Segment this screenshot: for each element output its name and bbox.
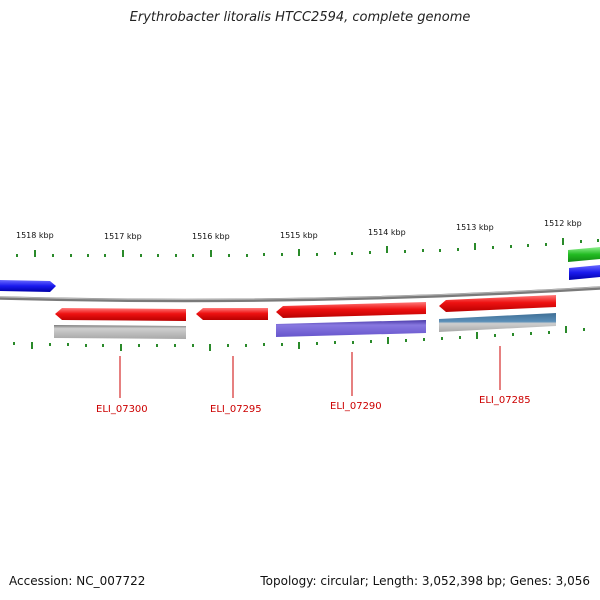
genome-backbone (0, 286, 600, 303)
gene-label-ELI_07300[interactable]: ELI_07300 (96, 404, 148, 415)
gene-arrow-ELI_07285[interactable] (439, 295, 556, 312)
ruler-label-1516: 1516 kbp (192, 232, 230, 241)
accession-text: Accession: NC_007722 (9, 574, 146, 588)
gene-arrow-ELI_07290[interactable] (276, 302, 426, 318)
cds-bar-ELI_07290[interactable] (276, 320, 426, 337)
gene-label-ELI_07285[interactable]: ELI_07285 (479, 395, 531, 406)
upper-ticks (16, 238, 599, 257)
cds-bar-ELI_07300[interactable] (54, 325, 186, 339)
genome-backbone-highlight (0, 286, 600, 300)
ruler-label-1512: 1512 kbp (544, 219, 582, 228)
cds-bar-ELI_07285[interactable] (439, 313, 556, 332)
lower-ticks (13, 326, 585, 351)
gene-arrow-blue-left[interactable] (0, 280, 56, 292)
ruler-label-1513: 1513 kbp (456, 223, 494, 232)
genome-title: Erythrobacter litoralis HTCC2594, comple… (129, 10, 471, 25)
ruler-label-1515: 1515 kbp (280, 231, 318, 240)
gene-leader-lines (119, 346, 501, 398)
gene-arrow-blue-right[interactable] (569, 265, 600, 280)
ruler-label-1514: 1514 kbp (368, 228, 406, 237)
gene-arrow-ELI_07300[interactable] (55, 308, 186, 321)
gene-label-ELI_07295[interactable]: ELI_07295 (210, 404, 262, 415)
ruler-label-1518: 1518 kbp (16, 231, 54, 240)
gene-arrow-ELI_07295[interactable] (196, 308, 268, 320)
ruler-label-1517: 1517 kbp (104, 232, 142, 241)
gene-label-ELI_07290[interactable]: ELI_07290 (330, 401, 382, 412)
genome-summary-text: Topology: circular; Length: 3,052,398 bp… (260, 574, 590, 588)
gene-arrow-green[interactable] (568, 247, 600, 262)
